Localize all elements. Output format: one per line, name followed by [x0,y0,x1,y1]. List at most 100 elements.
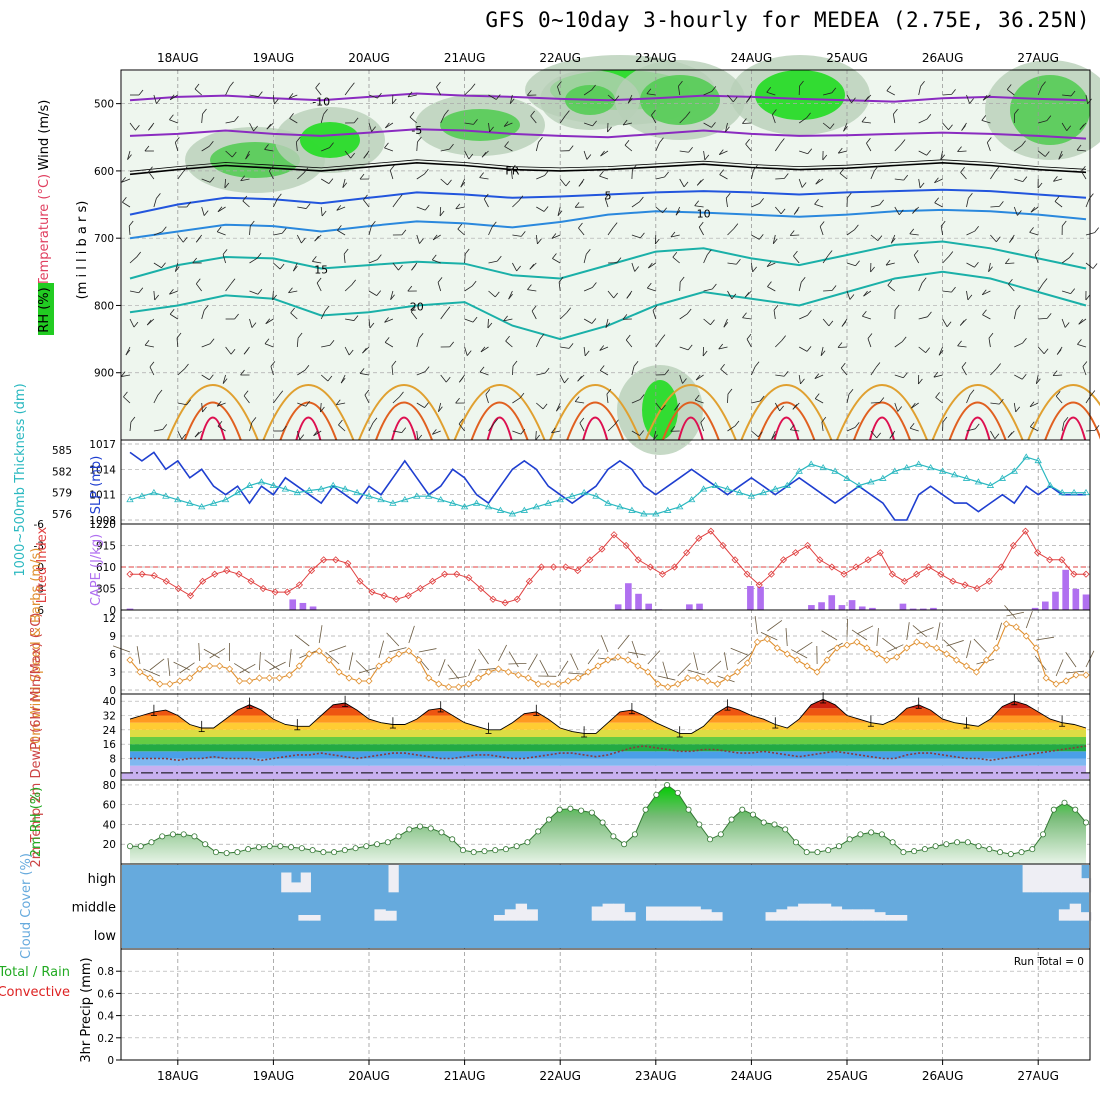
wind-barb-flag [574,202,580,208]
wind-barb-flag [1056,349,1062,355]
wind-barb-flag [898,209,904,216]
wind-barb [488,122,490,132]
wind-barb [273,198,278,208]
wind-barb-flag [585,249,591,255]
date-label-top: 21AUG [444,51,486,65]
surface-wind-barb [966,640,972,659]
li-point [525,577,533,585]
wind-barb [410,311,418,320]
wind-speed-point [504,668,512,676]
wind-barb [320,114,324,124]
wind-speed-point [1082,671,1090,679]
wind-barb-flag [251,322,257,328]
date-label-bottom: 22AUG [539,1069,581,1083]
wind-speed-point [255,674,264,682]
rh-point [975,843,982,850]
surface-wind-barb [1025,610,1033,629]
wind-barb-flag [125,349,131,356]
cape-bar [625,583,632,610]
wind-barb [820,346,824,356]
wind-barb [225,86,230,96]
wind-barb [485,394,489,404]
wind-barb-flag [401,427,407,433]
wind-barb [966,94,970,104]
thickness-tick-label: 585 [52,445,72,457]
wind-barb-flag [169,94,175,101]
wind-barb-flag [473,119,478,125]
wind-speed-point [156,680,164,688]
precip-tick-label: 0.4 [97,1011,114,1023]
cloud-middle-cell [374,909,386,921]
wind-barb-flag [921,277,927,283]
wind-speed-point [455,683,463,691]
wind-barb [249,290,259,295]
rh-point [803,849,810,856]
li-point [1021,527,1030,535]
wind-barb-flag [424,366,430,372]
wind-barb [751,234,760,240]
isotherm--10 [129,92,1087,103]
wind-barb [605,318,609,328]
wind-barb-flag [793,209,799,215]
surface-wind-barb [136,646,141,665]
wind-barb-flag [327,375,333,382]
temp-tick-label: 40 [103,696,116,708]
wind-barb [1034,254,1039,264]
rh-point [921,846,928,853]
wind-barb-flag [348,349,354,356]
wind-barb-flag [411,265,416,271]
thickness-point [317,485,325,492]
thickness-point [867,478,875,485]
wind-barb-flag [814,198,819,205]
wind-barb [839,173,848,180]
date-label-bottom: 27AUG [1017,1069,1059,1083]
wind-barb-flag [814,393,820,399]
wind-barb [479,177,489,180]
wind-barb [201,113,203,124]
li-point [211,570,219,578]
wind-barb [440,374,447,383]
surface-wind-barb [557,660,569,677]
wind-speed-point [206,662,214,670]
rh-point [1007,851,1014,858]
surface-wind-barb [1006,611,1025,617]
wind-speed-point [713,680,722,688]
temp2m-title: 2m Temp 2m DewPt (6hr Min/Max) (°C) [29,613,44,868]
wind-barb-flag [417,136,422,143]
precip-axis-title: 3hr Precip (mm) [79,957,94,1062]
thickness-point [209,499,218,506]
wind-barb [385,122,394,129]
wind-barb [512,397,521,404]
wind-barb [798,117,807,124]
wind-barb-flag [662,207,668,214]
wind-barb-flag [202,406,207,413]
wind-barb-flag [535,434,540,441]
wind-barb-flag [376,290,382,296]
rh-point [868,829,875,836]
wind-barb [437,282,442,292]
li-point [271,588,279,596]
surface-wind-barb [167,658,171,677]
wind-barb-flag [552,253,557,259]
wind-speed-point [594,662,602,670]
surface-wind-barb [358,667,377,674]
wind-barb-flag [471,280,477,287]
li-point [876,549,884,557]
cape-bar [1082,594,1090,610]
wind-barb-flag [551,233,557,239]
li-point [247,577,255,585]
wind-speed-point [186,674,194,682]
wind-barb-flag [329,340,335,346]
rh-point [535,828,542,835]
wind-barb-flag [176,332,182,339]
wind-barb [1013,402,1017,412]
wind-barb [551,430,561,434]
wind-barb [551,234,561,239]
li-point [646,563,654,571]
wind-barb-flag [424,204,430,211]
wind-barb [337,230,346,236]
wind-barb-flag [942,416,948,423]
thickness-point [174,496,182,503]
wind-barb [1061,290,1071,295]
isotherm-label: 5 [605,189,612,202]
